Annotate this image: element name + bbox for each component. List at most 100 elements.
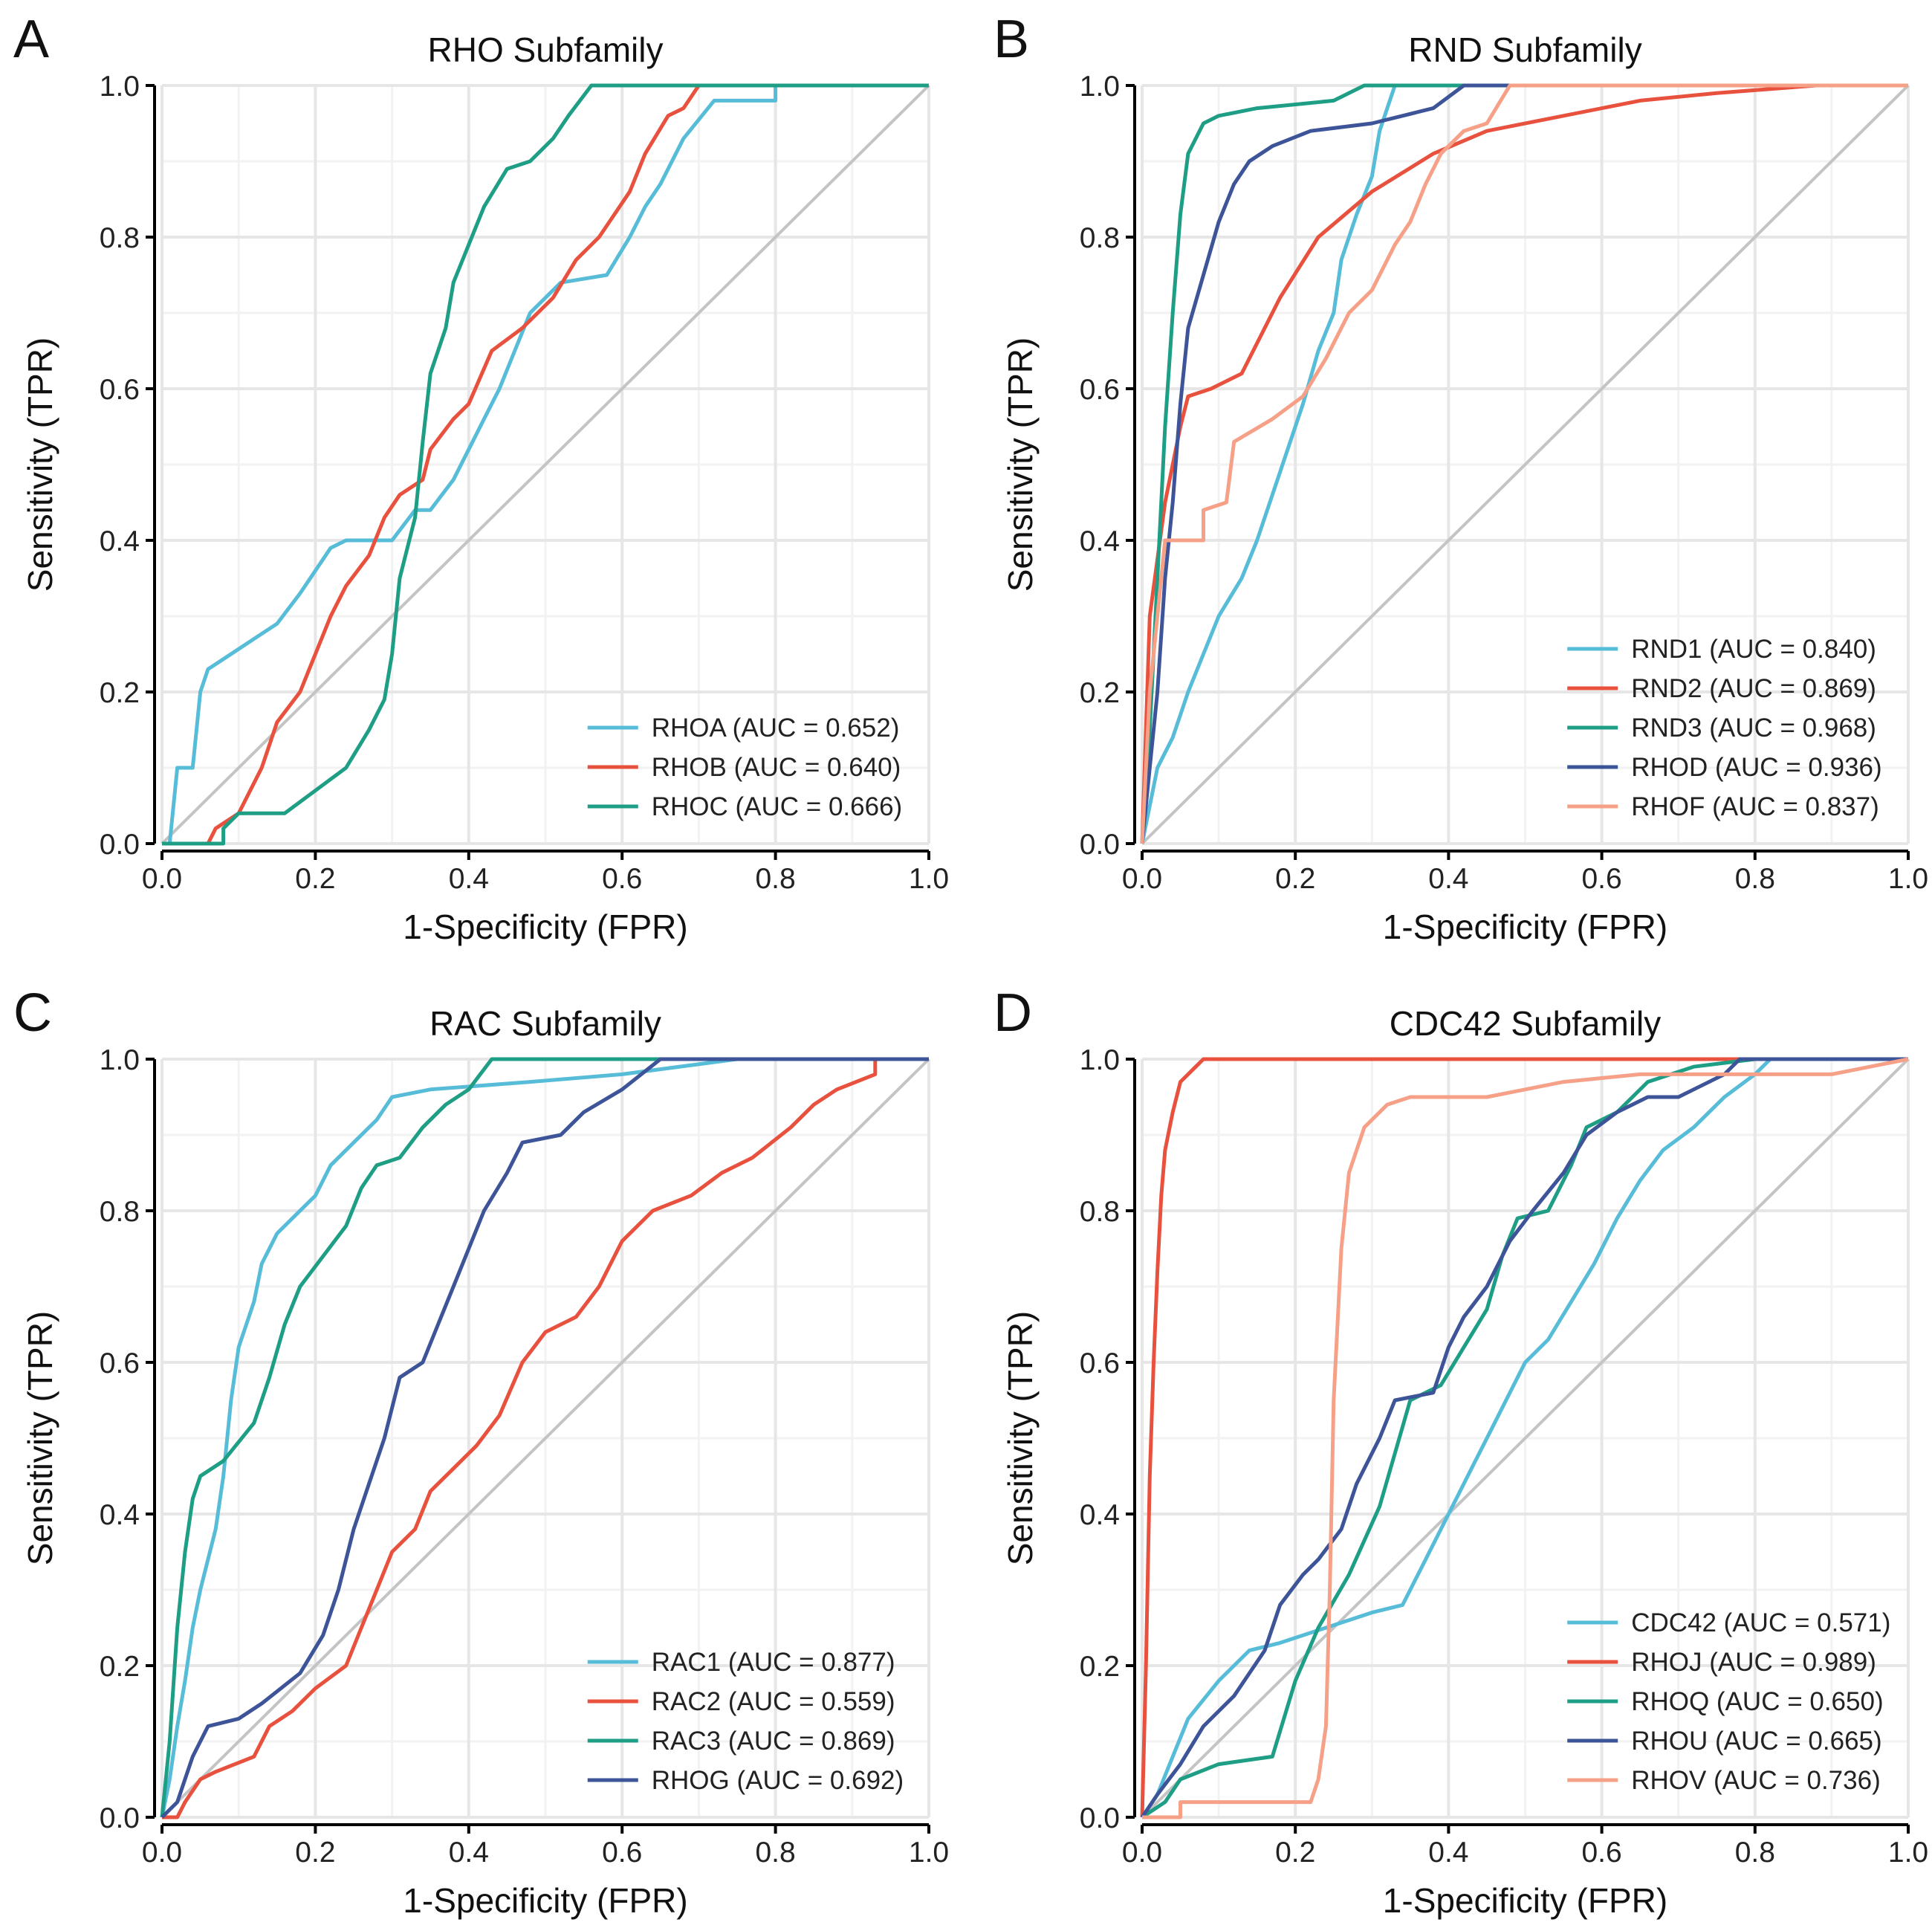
x-tick-label: 0.0 [142,1837,182,1869]
panel-title: RHO Subfamily [428,30,664,69]
roc-curve-rhoq [1141,1057,1908,1819]
roc-curve-rac1 [160,1057,929,1818]
legend-label: RHOD (AUC = 0.936) [1631,753,1881,782]
legend-label: RHOU (AUC = 0.665) [1631,1727,1881,1756]
legend-label: RHOV (AUC = 0.736) [1631,1766,1881,1795]
x-tick-label: 0.2 [1275,1837,1315,1869]
legend-label: RAC2 (AUC = 0.559) [652,1687,895,1716]
x-tick-label: 0.6 [602,1837,642,1869]
y-tick-label: 0.8 [1080,222,1120,254]
y-tick-label: 0.2 [100,1651,140,1683]
y-tick-label: 0.0 [100,829,140,861]
x-tick-label: 0.0 [1122,863,1162,895]
y-tick-label: 0.6 [1080,374,1120,406]
x-tick-label: 0.2 [295,1837,335,1869]
y-tick-label: 0.4 [1080,525,1120,557]
x-tick-label: 0.0 [1122,1837,1162,1869]
roc-curve-rhof [1140,83,1908,844]
panel-letter: C [13,983,52,1043]
panel-letter: B [993,10,1029,69]
x-tick-label: 0.8 [1735,863,1775,895]
x-tick-label: 1.0 [1888,1837,1928,1869]
y-tick-label: 0.0 [1080,1802,1120,1834]
y-tick-label: 1.0 [1080,1044,1120,1076]
y-axis-title: Sensitivity (TPR) [21,1311,59,1565]
roc-curve-rhog [161,1057,929,1819]
reference-diagonal [1141,1058,1910,1819]
y-tick-label: 1.0 [100,1044,140,1076]
roc-curve-rnd3 [1140,83,1908,844]
y-axis-title: Sensitivity (TPR) [1001,1311,1040,1565]
x-tick-label: 0.6 [1581,1837,1621,1869]
roc-curve-rhoa [162,83,929,846]
roc-curve-rac3 [160,1057,929,1818]
reference-diagonal [161,84,930,845]
legend-label: RAC1 (AUC = 0.877) [652,1648,895,1677]
legend-label: RHOG (AUC = 0.692) [652,1766,904,1795]
legend-label: RAC3 (AUC = 0.869) [652,1727,895,1756]
roc-curve-rhov [1142,1057,1909,1819]
x-axis-title: 1-Specificity (FPR) [403,908,687,946]
roc-curve-rhoj [1140,1057,1908,1818]
y-tick-label: 0.8 [1080,1196,1120,1228]
legend-label: RND1 (AUC = 0.840) [1631,635,1876,664]
legend-label: RHOQ (AUC = 0.650) [1631,1687,1883,1716]
panel-title: CDC42 Subfamily [1390,1004,1662,1043]
x-tick-label: 0.4 [1428,863,1468,895]
y-tick-label: 0.6 [100,1348,140,1379]
reference-diagonal [161,1058,930,1819]
y-tick-label: 0.2 [1080,1651,1120,1683]
panel-letter: D [993,983,1032,1043]
x-tick-label: 1.0 [909,1837,949,1869]
roc-curve-rhou [1140,1057,1908,1819]
panel-a: 0.0 0.2 0.4 0.6 0.8 1.0 0.0 0.2 0.4 0.6 0.8 1.0 RHO … [13,10,949,946]
roc-curve-rnd1 [1140,83,1908,844]
y-tick-label: 0.4 [100,1499,140,1531]
x-axis-title: 1-Specificity (FPR) [1383,1881,1667,1920]
x-tick-label: 0.4 [1428,1837,1468,1869]
panel-title: RAC Subfamily [429,1004,661,1043]
y-axis-title: Sensitivity (TPR) [21,337,59,592]
roc-curve-rhob [162,83,929,846]
legend-label: RND3 (AUC = 0.968) [1631,714,1876,743]
x-tick-label: 0.2 [295,863,335,895]
y-tick-label: 0.0 [100,1802,140,1834]
roc-curve-rhod [1140,83,1908,844]
legend-label: RND2 (AUC = 0.869) [1631,674,1876,703]
legend-label: RHOC (AUC = 0.666) [652,792,902,821]
x-axis-title: 1-Specificity (FPR) [403,1881,687,1920]
panel-b: 0.0 0.2 0.4 0.6 0.8 1.0 0.0 0.2 0.4 0.6 0.8 1.0 RND … [993,10,1928,946]
panel-title: RND Subfamily [1408,30,1641,69]
x-tick-label: 0.6 [1581,863,1621,895]
panel-d: 0.0 0.2 0.4 0.6 0.8 1.0 0.0 0.2 0.4 0.6 0.8 1.0 CDC4… [993,983,1928,1920]
legend-label: RHOF (AUC = 0.837) [1631,792,1879,821]
y-tick-label: 1.0 [100,71,140,103]
reference-diagonal [1141,84,1910,845]
y-tick-label: 0.0 [1080,829,1120,861]
y-tick-label: 0.2 [1080,677,1120,709]
panel-c: 0.0 0.2 0.4 0.6 0.8 1.0 0.0 0.2 0.4 0.6 0.8 1.0 RAC … [13,983,949,1920]
roc-curve-rac2 [162,1057,929,1819]
x-tick-label: 0.4 [449,1837,489,1869]
x-tick-label: 0.4 [449,863,489,895]
x-tick-label: 0.0 [142,863,182,895]
y-tick-label: 0.8 [100,222,140,254]
roc-curve-rhoc [162,83,929,846]
legend-label: RHOJ (AUC = 0.989) [1631,1648,1876,1677]
x-tick-label: 0.6 [602,863,642,895]
legend-label: CDC42 (AUC = 0.571) [1631,1608,1890,1637]
y-tick-label: 0.6 [1080,1348,1120,1379]
x-axis-title: 1-Specificity (FPR) [1383,908,1667,946]
y-tick-label: 0.4 [1080,1499,1120,1531]
x-tick-label: 0.8 [755,1837,795,1869]
x-tick-label: 0.8 [1735,1837,1775,1869]
roc-curve-cdc42 [1140,1057,1908,1819]
y-tick-label: 0.2 [100,677,140,709]
legend-label: RHOA (AUC = 0.652) [652,714,900,743]
y-tick-label: 0.4 [100,525,140,557]
y-tick-label: 0.8 [100,1196,140,1228]
panel-letter: A [13,10,49,69]
x-tick-label: 1.0 [1888,863,1928,895]
